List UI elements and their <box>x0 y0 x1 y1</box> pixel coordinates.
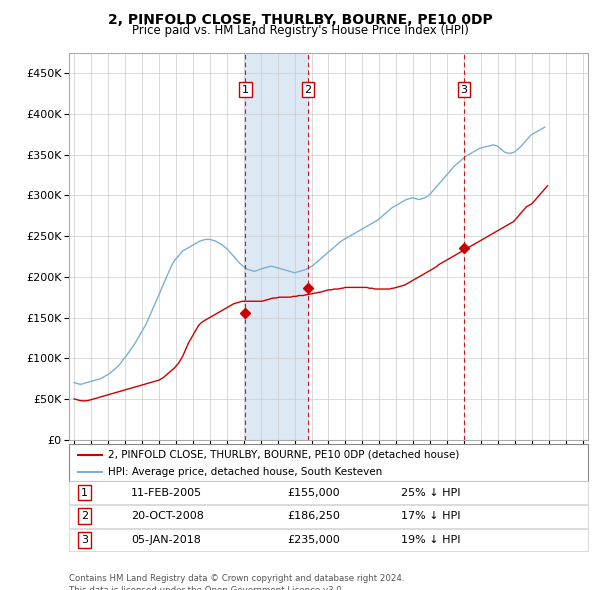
Text: 2, PINFOLD CLOSE, THURLBY, BOURNE, PE10 0DP (detached house): 2, PINFOLD CLOSE, THURLBY, BOURNE, PE10 … <box>108 450 460 460</box>
Bar <box>574 53 588 440</box>
FancyBboxPatch shape <box>69 444 588 481</box>
Text: 20-OCT-2008: 20-OCT-2008 <box>131 512 204 521</box>
Text: 11-FEB-2005: 11-FEB-2005 <box>131 488 202 497</box>
FancyBboxPatch shape <box>69 529 588 551</box>
Text: 2: 2 <box>81 512 88 521</box>
Text: Contains HM Land Registry data © Crown copyright and database right 2024.: Contains HM Land Registry data © Crown c… <box>69 574 404 583</box>
Text: 2: 2 <box>305 85 312 95</box>
Text: £235,000: £235,000 <box>287 535 340 545</box>
Text: £186,250: £186,250 <box>287 512 340 521</box>
Text: 19% ↓ HPI: 19% ↓ HPI <box>401 535 461 545</box>
Text: £155,000: £155,000 <box>287 488 340 497</box>
Text: 25% ↓ HPI: 25% ↓ HPI <box>401 488 461 497</box>
Bar <box>245 53 308 440</box>
Text: 1: 1 <box>242 85 249 95</box>
Text: 3: 3 <box>461 85 467 95</box>
Text: 2, PINFOLD CLOSE, THURLBY, BOURNE, PE10 0DP: 2, PINFOLD CLOSE, THURLBY, BOURNE, PE10 … <box>107 13 493 27</box>
Text: This data is licensed under the Open Government Licence v3.0.: This data is licensed under the Open Gov… <box>69 586 344 590</box>
Text: 1: 1 <box>81 488 88 497</box>
FancyBboxPatch shape <box>69 505 588 527</box>
Text: 05-JAN-2018: 05-JAN-2018 <box>131 535 201 545</box>
Text: 3: 3 <box>81 535 88 545</box>
Text: Price paid vs. HM Land Registry's House Price Index (HPI): Price paid vs. HM Land Registry's House … <box>131 24 469 37</box>
Text: 17% ↓ HPI: 17% ↓ HPI <box>401 512 461 521</box>
Text: HPI: Average price, detached house, South Kesteven: HPI: Average price, detached house, Sout… <box>108 467 382 477</box>
FancyBboxPatch shape <box>69 481 588 504</box>
